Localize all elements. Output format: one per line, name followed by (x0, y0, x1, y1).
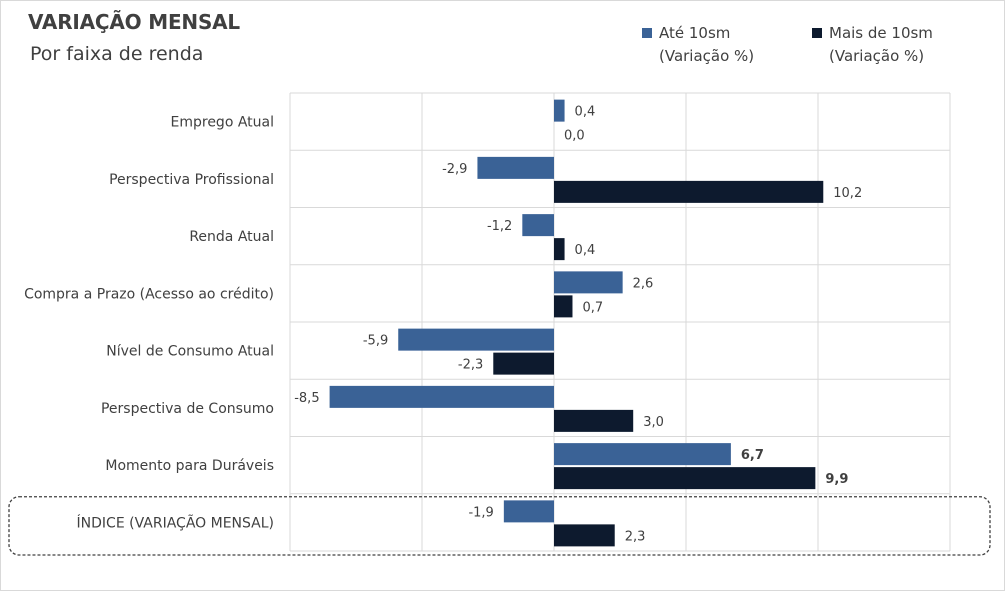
data-label: 9,9 (825, 472, 848, 487)
legend-label-line1: Até 10sm (659, 24, 731, 42)
category-label: Momento para Duráveis (105, 458, 274, 474)
legend-label-line2: (Variação %) (659, 47, 755, 65)
bar-ate-10sm (554, 271, 623, 294)
category-label: Renda Atual (189, 229, 274, 245)
legend-item-series-2: Mais de 10sm (Variação %) (829, 22, 933, 68)
data-label: -5,9 (363, 334, 388, 349)
data-label: 2,3 (625, 529, 646, 544)
bar-mais-de-10sm (554, 295, 573, 318)
bar-ate-10sm (398, 328, 554, 351)
category-label: Emprego Atual (171, 115, 275, 131)
data-label: 10,2 (833, 186, 862, 201)
legend-swatch-series-1 (642, 28, 652, 38)
data-label: -8,5 (294, 391, 319, 406)
category-label: ÍNDICE (VARIAÇÃO MENSAL) (77, 514, 274, 531)
legend-label-line1: Mais de 10sm (829, 24, 933, 42)
category-label: Compra a Prazo (Acesso ao crédito) (24, 286, 274, 302)
bar-ate-10sm (522, 214, 554, 237)
category-label: Perspectiva Profissional (109, 172, 274, 188)
data-label: 0,4 (575, 243, 596, 258)
bar-ate-10sm (554, 99, 565, 122)
data-label: 0,4 (575, 105, 596, 120)
data-label: -1,9 (468, 505, 493, 520)
bar-mais-de-10sm (554, 180, 824, 203)
index-highlight-box (8, 496, 991, 556)
legend-label-line2: (Variação %) (829, 47, 925, 65)
data-label: 2,6 (633, 276, 654, 291)
data-label: -2,9 (442, 162, 467, 177)
category-label: Nível de Consumo Atual (106, 344, 274, 360)
legend-swatch-series-2 (812, 28, 822, 38)
chart-subtitle: Por faixa de renda (30, 43, 204, 65)
legend-item-series-1: Até 10sm (Variação %) (659, 22, 754, 68)
bar-mais-de-10sm (554, 409, 634, 432)
bar-ate-10sm (554, 443, 731, 466)
category-label: Perspectiva de Consumo (101, 401, 274, 417)
data-label: -2,3 (458, 358, 483, 373)
bar-mais-de-10sm (554, 467, 816, 490)
bar-mais-de-10sm (554, 524, 615, 547)
data-label: 0,0 (564, 129, 585, 144)
bar-mais-de-10sm (493, 352, 554, 375)
bar-ate-10sm (329, 385, 554, 408)
data-label: -1,2 (487, 219, 512, 234)
data-label: 6,7 (741, 448, 764, 463)
chart-title: VARIAÇÃO MENSAL (28, 10, 240, 34)
bar-ate-10sm (503, 500, 554, 523)
bar-mais-de-10sm (554, 238, 565, 261)
bar-ate-10sm (477, 156, 554, 179)
data-label: 0,7 (582, 300, 603, 315)
data-label: 3,0 (643, 415, 664, 430)
